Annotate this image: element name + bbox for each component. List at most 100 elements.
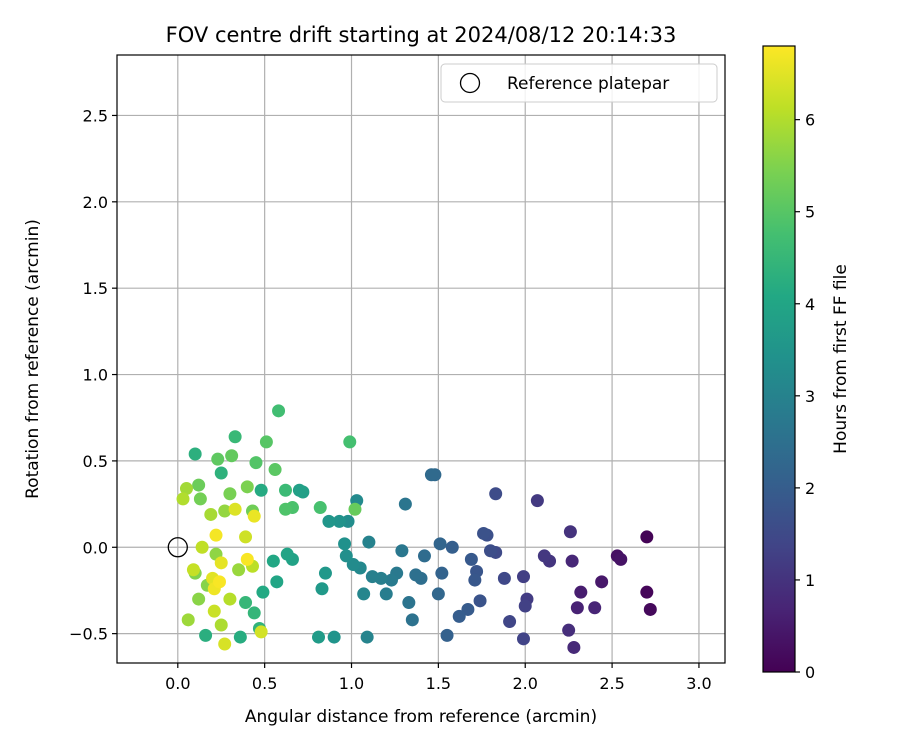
data-point <box>563 525 577 539</box>
data-point <box>339 549 353 563</box>
colorbar-tick-label: 4 <box>805 295 815 314</box>
data-point <box>516 570 530 584</box>
data-point <box>452 609 466 623</box>
data-point <box>212 575 226 589</box>
colorbar-tick-label: 5 <box>805 203 815 222</box>
chart-title: FOV centre drift starting at 2024/08/12 … <box>166 23 677 47</box>
y-tick-label: −0.5 <box>69 625 108 644</box>
data-point <box>268 463 282 477</box>
scatter-points <box>176 404 657 654</box>
colorbar-label: Hours from first FF file <box>831 264 851 454</box>
data-point <box>405 613 419 627</box>
data-point <box>464 552 478 566</box>
data-point <box>362 535 376 549</box>
data-point <box>322 514 336 528</box>
x-tick-label: 0.0 <box>165 674 190 693</box>
data-point <box>588 601 602 615</box>
x-tick-label: 2.0 <box>513 674 538 693</box>
data-point <box>239 530 253 544</box>
data-point <box>398 497 412 511</box>
legend-marker-open-circle <box>459 72 481 94</box>
data-point <box>570 601 584 615</box>
data-point <box>176 492 190 506</box>
colorbar: 0 1 2 3 4 5 6 Hours from first FF file <box>762 45 851 682</box>
y-tick-label: 1.5 <box>83 279 108 298</box>
data-point <box>186 563 200 577</box>
y-tick-label: 0.0 <box>83 538 108 557</box>
data-point <box>218 637 232 651</box>
data-point <box>192 592 206 606</box>
data-point <box>228 502 242 516</box>
data-point <box>489 487 503 501</box>
data-point <box>247 606 261 620</box>
data-point <box>562 623 576 637</box>
data-point <box>214 556 228 570</box>
data-point <box>279 483 293 497</box>
data-point <box>503 615 517 629</box>
data-point <box>473 594 487 608</box>
y-tick-label: 1.0 <box>83 366 108 385</box>
data-point <box>214 466 228 480</box>
data-point <box>318 566 332 580</box>
data-point <box>279 502 293 516</box>
data-point <box>313 501 327 515</box>
data-point <box>188 447 202 461</box>
data-point <box>518 599 532 613</box>
data-point <box>240 552 254 566</box>
data-point <box>332 514 346 528</box>
data-point <box>272 404 286 418</box>
x-axis-ticks: 0.0 0.5 1.0 1.5 2.0 2.5 3.0 <box>165 663 712 693</box>
data-point <box>468 573 482 587</box>
data-point <box>435 566 449 580</box>
x-axis-label: Angular distance from reference (arcmin) <box>245 707 597 727</box>
data-point <box>199 628 213 642</box>
data-point <box>497 571 511 585</box>
data-point <box>214 618 228 632</box>
data-point <box>228 430 242 444</box>
data-point <box>239 596 253 610</box>
data-point <box>218 504 232 518</box>
y-tick-label: 2.5 <box>83 106 108 125</box>
data-point <box>204 507 218 521</box>
colorbar-ticks: 0 1 2 3 4 5 6 <box>795 111 815 682</box>
data-point <box>395 544 409 558</box>
data-point <box>565 554 579 568</box>
x-tick-label: 1.5 <box>426 674 451 693</box>
data-point <box>280 547 294 561</box>
data-point <box>537 549 551 563</box>
data-point <box>433 537 447 551</box>
data-point <box>195 540 209 554</box>
colorbar-tick-label: 0 <box>805 663 815 682</box>
legend-label: Reference platepar <box>507 74 669 94</box>
data-point <box>211 452 225 466</box>
legend-box <box>440 63 718 103</box>
data-point <box>384 573 398 587</box>
y-axis-ticks: −0.5 0.0 0.5 1.0 1.5 2.0 2.5 <box>69 106 117 644</box>
data-point <box>270 575 284 589</box>
colorbar-tick-label: 6 <box>805 111 815 130</box>
data-point <box>431 587 445 601</box>
data-point <box>461 602 475 616</box>
data-point <box>312 630 326 644</box>
data-point <box>254 483 268 497</box>
data-point <box>207 604 221 618</box>
data-point <box>292 483 306 497</box>
data-point <box>379 587 393 601</box>
data-point <box>346 558 360 572</box>
colorbar-tick-label: 3 <box>805 387 815 406</box>
data-point <box>483 544 497 558</box>
data-point <box>445 540 459 554</box>
data-point <box>193 492 207 506</box>
data-point <box>240 480 254 494</box>
data-point <box>223 592 237 606</box>
reference-marker <box>167 537 188 558</box>
data-point <box>223 487 237 501</box>
data-point <box>417 549 431 563</box>
data-point <box>643 602 657 616</box>
x-tick-label: 3.0 <box>686 674 711 693</box>
data-point <box>640 585 654 599</box>
data-point <box>327 630 341 644</box>
data-point <box>614 552 628 566</box>
data-point <box>424 468 438 482</box>
